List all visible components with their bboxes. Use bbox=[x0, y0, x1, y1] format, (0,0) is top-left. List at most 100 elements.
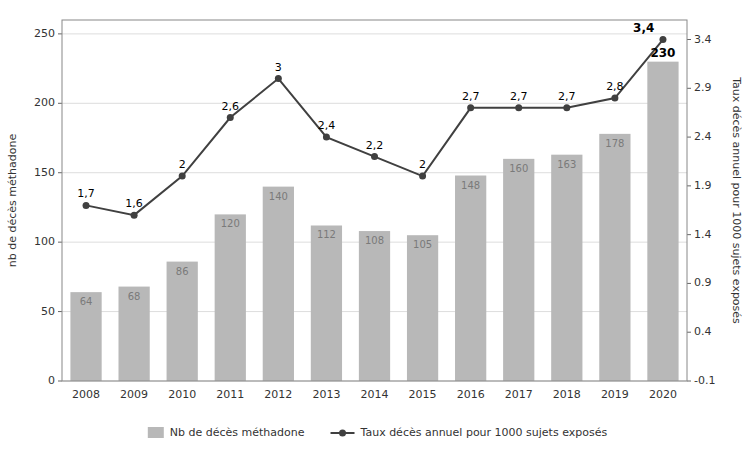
axis-label: Taux décès annuel pour 1000 sujets expos… bbox=[730, 76, 743, 324]
legend-item: Taux décès annuel pour 1000 sujets expos… bbox=[331, 426, 608, 439]
tick bbox=[687, 283, 691, 284]
bar bbox=[118, 287, 149, 381]
tick bbox=[58, 381, 62, 382]
tick-label: 250 bbox=[34, 27, 55, 40]
tick-label: 2016 bbox=[457, 388, 485, 401]
y-axis-left: 050100150200250 bbox=[34, 27, 62, 387]
bar bbox=[167, 262, 198, 381]
data-label: 2 bbox=[419, 158, 426, 171]
tick-label: 2013 bbox=[312, 388, 340, 401]
tick bbox=[687, 137, 691, 138]
legend: Nb de décès méthadone Taux décès annuel p… bbox=[148, 426, 608, 439]
data-label: 230 bbox=[650, 46, 675, 60]
tick-label: 2.4 bbox=[694, 130, 712, 143]
tick bbox=[687, 39, 691, 40]
bar bbox=[503, 159, 534, 381]
data-label: 3,4 bbox=[633, 21, 654, 35]
tick-label: 1.4 bbox=[694, 228, 712, 241]
y-axis-right: -0.1 0.4 0.9 1.4 1.9 2.4 2.9 3.4 bbox=[687, 33, 715, 387]
data-label: 2,8 bbox=[606, 80, 624, 93]
tick-label: 0.4 bbox=[694, 325, 712, 338]
data-label: 148 bbox=[461, 180, 480, 191]
data-label: 120 bbox=[221, 218, 240, 229]
tick bbox=[58, 172, 62, 173]
tick-label: 2018 bbox=[553, 388, 581, 401]
marker bbox=[467, 104, 474, 111]
data-label: 178 bbox=[605, 138, 624, 149]
legend-label: Taux décès annuel pour 1000 sujets expos… bbox=[360, 426, 608, 439]
data-label: 2,7 bbox=[462, 90, 480, 103]
data-label: 2,7 bbox=[510, 90, 528, 103]
marker bbox=[179, 173, 186, 180]
marker bbox=[563, 104, 570, 111]
marker bbox=[419, 173, 426, 180]
tick bbox=[687, 381, 691, 382]
grid bbox=[62, 34, 687, 381]
data-label: 2,2 bbox=[366, 139, 384, 152]
data-label: 64 bbox=[80, 296, 93, 307]
line bbox=[86, 40, 663, 216]
legend-swatch bbox=[339, 430, 346, 437]
x-axis: 2008 2009 2010 2011 2012 2013 2014 2015 2016 2017… bbox=[72, 388, 677, 401]
tick-label: 2012 bbox=[264, 388, 292, 401]
data-label: 1,7 bbox=[77, 187, 95, 200]
data-label: 160 bbox=[509, 163, 528, 174]
tick bbox=[58, 103, 62, 104]
bar bbox=[407, 235, 438, 381]
tick-label: 100 bbox=[34, 235, 55, 248]
bar bbox=[311, 225, 342, 381]
data-label: 86 bbox=[176, 266, 189, 277]
tick bbox=[687, 332, 691, 333]
bar bbox=[359, 231, 390, 381]
grid-line bbox=[62, 172, 687, 173]
tick bbox=[58, 242, 62, 243]
bar bbox=[455, 176, 486, 381]
data-label: 140 bbox=[269, 191, 288, 202]
data-label: 2,7 bbox=[558, 90, 576, 103]
tick bbox=[687, 88, 691, 89]
tick-label: -0.1 bbox=[694, 374, 715, 387]
tick-label: 2014 bbox=[361, 388, 389, 401]
marker bbox=[83, 202, 90, 209]
tick-label: 2017 bbox=[505, 388, 533, 401]
tick-label: 2011 bbox=[216, 388, 244, 401]
data-label: 2 bbox=[179, 158, 186, 171]
bar bbox=[647, 62, 678, 381]
bar bbox=[215, 214, 246, 381]
tick-label: 2.9 bbox=[694, 81, 712, 94]
tick-label: 2015 bbox=[409, 388, 437, 401]
grid-line bbox=[62, 33, 687, 34]
data-label: 108 bbox=[365, 235, 384, 246]
marker bbox=[275, 75, 282, 82]
tick bbox=[58, 33, 62, 34]
tick-label: 150 bbox=[34, 166, 55, 179]
legend-item: Nb de décès méthadone bbox=[148, 426, 305, 439]
tick-label: 2019 bbox=[601, 388, 629, 401]
tick-label: 1.9 bbox=[694, 179, 712, 192]
plot-marks bbox=[70, 36, 678, 381]
marker bbox=[659, 36, 666, 43]
tick-label: 2009 bbox=[120, 388, 148, 401]
tick-label: 2008 bbox=[72, 388, 100, 401]
tick bbox=[687, 185, 691, 186]
tick-label: 2010 bbox=[168, 388, 196, 401]
bar bbox=[599, 134, 630, 381]
tick-label: 3.4 bbox=[694, 33, 712, 46]
legend-label: Nb de décès méthadone bbox=[170, 426, 305, 439]
marker bbox=[371, 153, 378, 160]
bar bbox=[551, 155, 582, 381]
tick bbox=[58, 311, 62, 312]
tick-label: 0.9 bbox=[694, 276, 712, 289]
marker bbox=[227, 114, 234, 121]
tick bbox=[687, 234, 691, 235]
data-label: 112 bbox=[317, 229, 336, 240]
marker bbox=[515, 104, 522, 111]
tick-label: 2020 bbox=[649, 388, 677, 401]
tick-label: 0 bbox=[48, 374, 55, 387]
data-label: 163 bbox=[557, 159, 576, 170]
data-label: 1,6 bbox=[125, 197, 143, 210]
axis-label: nb de décès méthadone bbox=[6, 134, 19, 268]
data-label: 105 bbox=[413, 239, 432, 250]
data-labels: 6468861201401121081051481601631782301,71… bbox=[77, 21, 675, 308]
bar bbox=[70, 292, 101, 381]
